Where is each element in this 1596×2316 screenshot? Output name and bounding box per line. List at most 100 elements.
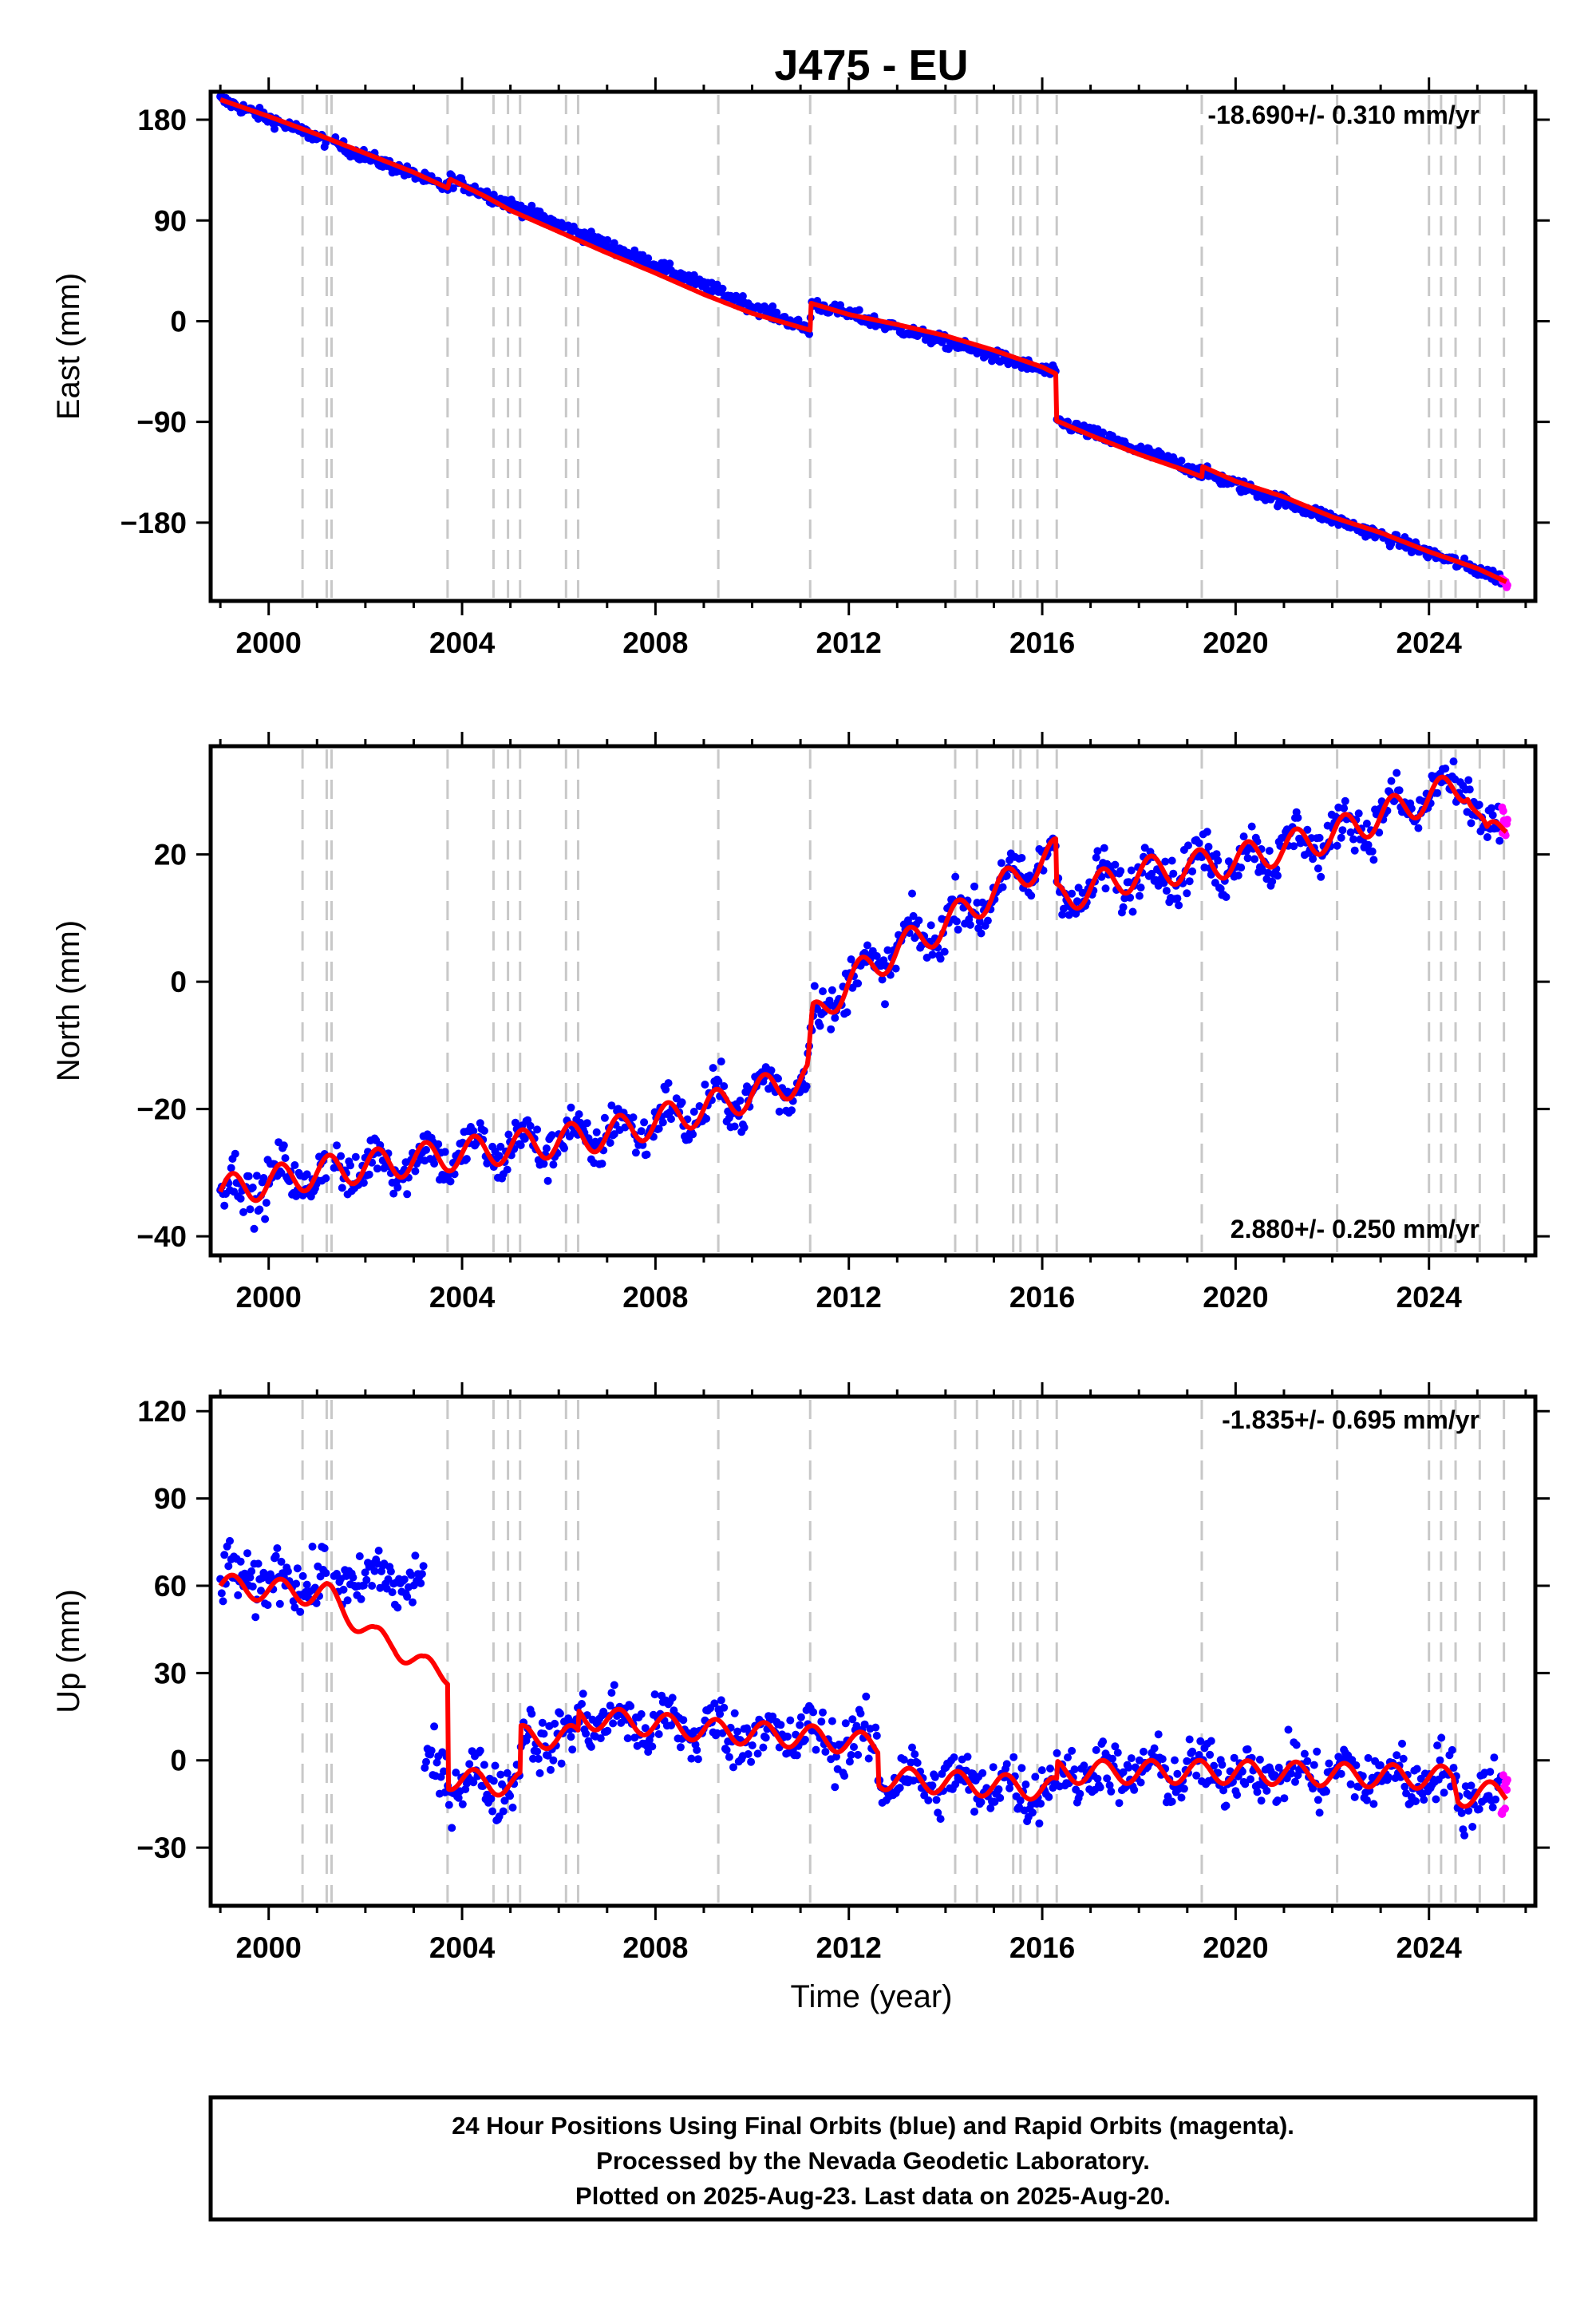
- x-axis-label: Time (year): [791, 1979, 953, 2014]
- final-orbits-point: [1169, 869, 1178, 878]
- final-orbits-point: [978, 1769, 987, 1777]
- final-orbits-point: [1449, 757, 1458, 766]
- final-orbits-point: [821, 1748, 830, 1756]
- final-orbits-point: [1237, 864, 1246, 872]
- final-orbits-point: [1127, 1754, 1136, 1763]
- final-orbits-point: [768, 1712, 777, 1721]
- plot-frame: [208, 744, 1538, 1258]
- final-orbits-point: [1340, 804, 1349, 812]
- final-orbits-point: [527, 201, 536, 210]
- final-orbits-point: [759, 1743, 768, 1752]
- final-orbits-point: [487, 1794, 496, 1803]
- final-orbits-point: [678, 1098, 686, 1107]
- final-orbits-point: [1369, 856, 1378, 864]
- final-orbits-point: [654, 1124, 663, 1133]
- final-orbits-point: [1280, 1794, 1289, 1803]
- final-orbits-point: [1046, 1765, 1054, 1773]
- final-orbits-point: [908, 1743, 916, 1752]
- final-orbits-point: [257, 1587, 265, 1595]
- final-orbits-point: [629, 1113, 638, 1122]
- final-orbits-point: [1028, 1808, 1037, 1817]
- final-orbits-point: [220, 1551, 229, 1559]
- final-orbits-point: [298, 1571, 307, 1580]
- final-orbits-point: [292, 1192, 301, 1200]
- final-orbits-point: [702, 1114, 711, 1123]
- final-orbits-point: [1317, 872, 1325, 881]
- final-orbits-point: [349, 1573, 358, 1582]
- final-orbits-point: [1490, 1753, 1499, 1762]
- final-orbits-point: [248, 1583, 257, 1591]
- final-orbits-point: [1140, 844, 1149, 852]
- final-orbits-point: [1073, 897, 1081, 906]
- x-axis: 2000 2004 2008 2012 2016 2020 2024: [219, 1382, 1527, 1964]
- final-orbits-point: [236, 1194, 245, 1203]
- final-orbits-point: [1212, 850, 1221, 859]
- final-orbits-point: [828, 1717, 836, 1725]
- final-orbits-point: [940, 947, 949, 956]
- final-orbits-point: [864, 1754, 873, 1763]
- final-orbits-point: [1218, 1761, 1227, 1769]
- final-orbits-point: [362, 1575, 371, 1584]
- final-orbits-point: [909, 911, 918, 920]
- final-orbits-point: [503, 1165, 512, 1174]
- final-orbits-point: [543, 1751, 552, 1760]
- final-orbits-point: [1486, 1768, 1495, 1777]
- final-orbits-point: [951, 872, 960, 881]
- final-orbits-point: [714, 1077, 723, 1085]
- final-orbits-point: [296, 1607, 305, 1616]
- rapid-orbits-point: [1503, 1785, 1511, 1794]
- final-orbits-point: [1037, 1766, 1046, 1775]
- final-orbits-point: [575, 1110, 583, 1119]
- final-orbits-point: [259, 1174, 268, 1182]
- final-orbits-point: [1346, 828, 1355, 836]
- final-orbits-point: [841, 1719, 850, 1728]
- final-orbits-point: [365, 1170, 373, 1179]
- final-orbits-point: [828, 986, 836, 994]
- final-orbits-point: [606, 1139, 614, 1147]
- final-orbits-point: [1239, 832, 1248, 841]
- final-orbits-point: [658, 1118, 667, 1127]
- final-orbits-point: [1315, 1808, 1324, 1817]
- final-orbits-point: [422, 1757, 430, 1766]
- final-orbits-point: [1414, 824, 1423, 832]
- final-orbits-point: [254, 1559, 263, 1568]
- final-orbits-point: [847, 1751, 855, 1759]
- final-orbits-point: [936, 1815, 945, 1824]
- final-orbits-point: [794, 315, 803, 324]
- final-orbits-point: [1362, 1796, 1371, 1804]
- final-orbits-point: [1270, 1771, 1279, 1780]
- final-orbits-point: [878, 975, 887, 984]
- final-orbits-point: [1140, 1747, 1148, 1756]
- x-tick-label: 2004: [429, 626, 496, 659]
- final-orbits-point: [489, 1777, 498, 1785]
- final-orbits-point: [403, 1190, 412, 1199]
- y-tick-label: 180: [137, 104, 187, 136]
- final-orbits-point: [1399, 1754, 1408, 1763]
- final-orbits-point: [263, 1601, 272, 1610]
- y-tick-label: 60: [154, 1570, 187, 1603]
- final-orbits-point: [430, 1722, 439, 1731]
- final-orbits-point: [448, 184, 457, 192]
- final-orbits-point: [1124, 1763, 1133, 1772]
- final-orbits-point: [862, 1692, 871, 1701]
- x-tick-label: 2008: [622, 1931, 688, 1964]
- final-orbits-point: [1185, 1735, 1194, 1744]
- final-orbits-point: [1092, 853, 1100, 862]
- footer-frame: [208, 2095, 1538, 2222]
- final-orbits-point: [526, 1121, 535, 1130]
- final-orbits-point: [1387, 777, 1396, 785]
- final-orbits-point: [250, 1224, 259, 1233]
- x-tick-label: 2012: [816, 626, 882, 659]
- final-orbits-point: [1315, 833, 1324, 842]
- final-orbits-point: [465, 1760, 474, 1769]
- final-orbits-point: [1002, 1760, 1011, 1769]
- final-orbits-point: [1219, 1786, 1228, 1795]
- final-orbits-point: [843, 1008, 851, 1017]
- final-orbits-point: [469, 1778, 478, 1787]
- final-orbits-point: [516, 1141, 525, 1149]
- final-orbits-point: [1457, 1808, 1466, 1817]
- final-orbits-point: [800, 1735, 809, 1744]
- final-orbits-point: [592, 1128, 601, 1136]
- final-orbits-point: [389, 1189, 398, 1198]
- final-orbits-point: [930, 1773, 939, 1781]
